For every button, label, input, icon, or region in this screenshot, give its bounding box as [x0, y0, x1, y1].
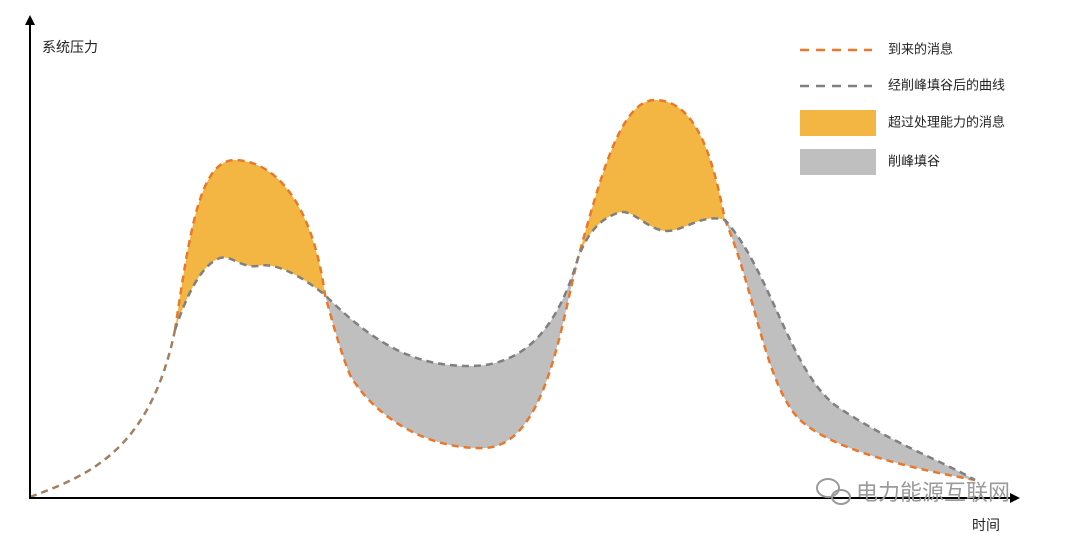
legend-label: 削峰填谷: [888, 155, 940, 170]
processed-curve: [173, 210, 976, 482]
legend-swatch: [800, 149, 876, 175]
watermark: 电力能源互联网: [856, 481, 1010, 506]
legend-label: 到来的消息: [888, 42, 953, 58]
legend-label: 经削峰填谷后的曲线: [888, 78, 1005, 94]
legend-label: 超过处理能力的消息: [888, 115, 1005, 131]
x-axis-label: 时间: [972, 518, 1000, 534]
excess-area: [578, 100, 725, 258]
legend-swatch: [800, 110, 876, 136]
base-curve: [29, 329, 177, 499]
shaved-area: [725, 220, 975, 480]
arrival-curve: [173, 98, 976, 482]
shaved-area: [325, 258, 578, 449]
excess-area: [175, 160, 325, 330]
y-axis-label: 系统压力: [42, 40, 98, 56]
watermark-icon: [816, 478, 851, 505]
